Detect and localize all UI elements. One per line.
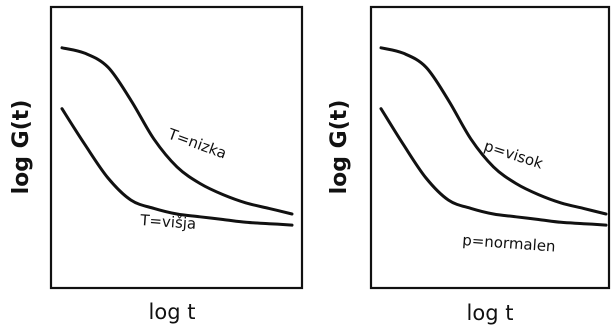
left-plot-frame <box>49 5 304 290</box>
left-series-label-t-visja: T=višja <box>139 211 197 233</box>
right-y-axis-label: log G(t) <box>327 100 352 195</box>
right-series-line-p-visok <box>379 46 608 216</box>
left-panel: log G(t) log t T=nizka T=višja <box>9 5 304 324</box>
left-x-axis-label: log t <box>149 300 196 324</box>
right-series-label-p-normalen: p=normalen <box>462 231 556 255</box>
right-x-axis-label: log t <box>467 301 514 325</box>
left-y-axis-label: log G(t) <box>9 100 34 195</box>
left-series-line-t-nizka <box>60 46 294 216</box>
right-series-label-p-visok: p=visok <box>482 137 546 173</box>
right-series-line-p-normalen <box>379 107 608 227</box>
right-panel: log G(t) log t p=visok p=normalen <box>327 5 611 325</box>
right-plot-frame <box>369 5 611 290</box>
left-series-line-t-visja <box>60 107 294 227</box>
left-series-label-t-nizka: T=nizka <box>165 125 229 163</box>
